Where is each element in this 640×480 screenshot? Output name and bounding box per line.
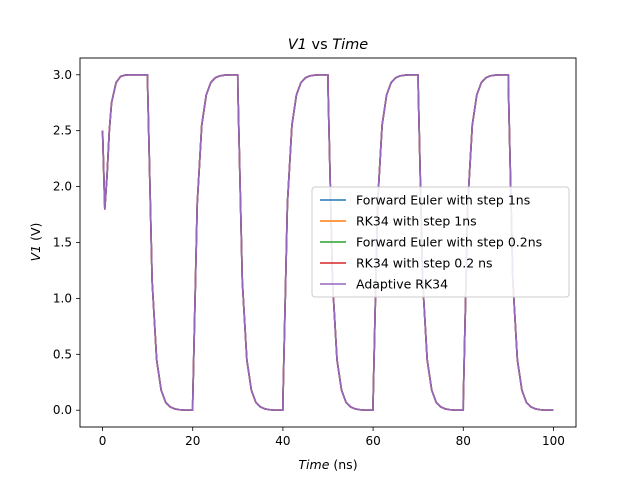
legend-box [311,186,570,298]
legend: Forward Euler with step 1ns RK34 with ste… [311,186,570,298]
y-axis-label: V1 (V) [28,223,43,262]
series-layer [101,73,554,412]
x-tick-label: 80 [456,434,471,448]
y-tick-label: 1.5 [53,236,72,250]
legend-label-3: Forward Euler with step 0.2ns [356,235,542,250]
legend-label-5: Adaptive RK34 [356,277,448,292]
x-tick-label: 100 [542,434,565,448]
x-tick-label: 60 [365,434,380,448]
legend-label-1: Forward Euler with step 1ns [356,193,530,208]
x-ticks: 0 20 40 60 80 100 [99,427,565,448]
y-tick-label: 2.0 [53,180,72,194]
legend-label-2: RK34 with step 1ns [356,214,477,229]
x-tick-label: 0 [99,434,107,448]
chart-title: V1 vs Time [288,37,369,53]
x-tick-label: 20 [185,434,200,448]
y-tick-label: 0.0 [53,403,72,417]
x-axis-label: Time (ns) [298,457,357,472]
legend-label-4: RK34 with step 0.2 ns [356,256,493,271]
y-tick-label: 0.5 [53,347,72,361]
y-tick-label: 3.0 [53,68,72,82]
x-tick-label: 40 [275,434,290,448]
series-line-5 [101,73,554,412]
y-tick-label: 2.5 [53,124,72,138]
y-tick-label: 1.0 [53,291,72,305]
y-ticks: 0.0 0.5 1.0 1.5 2.0 2.5 3.0 [53,68,80,417]
legend-entries: Forward Euler with step 1ns RK34 with ste… [320,193,542,292]
